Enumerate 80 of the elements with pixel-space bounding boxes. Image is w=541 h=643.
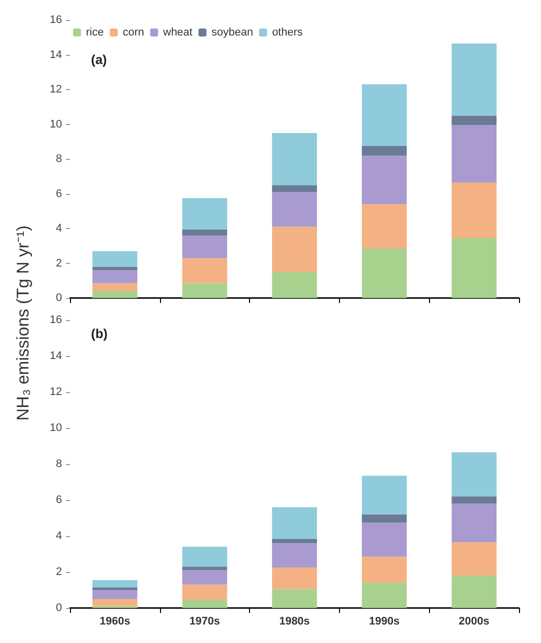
bar (452, 43, 497, 116)
bar (92, 270, 138, 284)
bar (182, 566, 228, 570)
bar (272, 226, 317, 272)
y-tick-label: 0 (56, 602, 62, 614)
bar (272, 185, 317, 192)
bar (92, 587, 138, 590)
bar (452, 182, 497, 238)
x-tick-label: 1960s (100, 616, 130, 628)
bar (92, 599, 138, 606)
bar (362, 84, 407, 146)
y-tick-label: 0 (56, 292, 62, 304)
bar (272, 543, 317, 568)
legend-label: wheat (162, 26, 192, 38)
bar (182, 600, 228, 608)
bar (182, 258, 228, 284)
bar (92, 580, 138, 588)
bar (452, 542, 497, 576)
bar (92, 590, 138, 599)
bar (182, 546, 228, 567)
bar (362, 146, 407, 156)
y-tick-label: 4 (56, 222, 62, 234)
y-axis-title: NH₃ emissions (Tg N yr⁻¹) (12, 225, 34, 421)
bar (272, 192, 317, 227)
bar (272, 538, 317, 544)
y-tick-label: 2 (56, 257, 62, 270)
bar (92, 266, 138, 270)
bar (452, 576, 497, 608)
bar (452, 452, 497, 496)
bar (272, 568, 317, 590)
y-tick-label: 6 (56, 494, 62, 506)
bar (272, 589, 317, 608)
y-tick-label: 16 (50, 14, 62, 26)
bar (272, 507, 317, 539)
y-tick-label: 16 (50, 314, 62, 326)
chart-title: (b) (91, 326, 108, 341)
text: (a) (91, 52, 107, 67)
bar (362, 476, 407, 514)
x-tick-label: 2000s (458, 616, 490, 628)
bar (182, 570, 228, 585)
y-tick-label: 2 (56, 566, 62, 578)
bar (362, 248, 407, 298)
y-tick-label: 12 (50, 84, 62, 96)
y-tick-label: 4 (56, 530, 62, 542)
y-tick-label: 10 (50, 118, 62, 130)
bar (362, 204, 407, 248)
bar (452, 504, 497, 542)
x-tick-label: 1990s (369, 616, 400, 628)
x-tick-label: 1980s (279, 616, 310, 628)
bar (362, 556, 407, 583)
legend-label: corn (122, 26, 144, 38)
bar (452, 238, 497, 298)
y-tick-label: 10 (50, 422, 62, 434)
bar (92, 291, 138, 298)
x-tick-label: 1970s (189, 616, 220, 628)
bar (452, 125, 497, 182)
bar (182, 283, 228, 298)
bar (182, 229, 228, 236)
bar (362, 514, 407, 522)
bar (182, 235, 228, 258)
bar (362, 582, 407, 608)
legend-label: others (272, 26, 304, 38)
bar (362, 522, 407, 557)
y-tick-label: 12 (50, 386, 62, 398)
bar (452, 116, 497, 126)
bar (92, 283, 138, 292)
legend-label: rice (86, 26, 104, 38)
bar (362, 156, 407, 204)
bar (182, 198, 228, 230)
y-tick-label: 6 (56, 188, 62, 200)
y-tick-label: 14 (50, 48, 62, 61)
bar (452, 496, 497, 504)
y-tick-label: 14 (50, 350, 62, 362)
bar (92, 251, 138, 267)
bar (272, 272, 317, 298)
legend-label: soybean (211, 26, 254, 38)
y-tick-label: 8 (56, 153, 62, 165)
bar (182, 584, 228, 600)
bar (272, 132, 317, 186)
y-tick-label: 8 (56, 458, 62, 470)
